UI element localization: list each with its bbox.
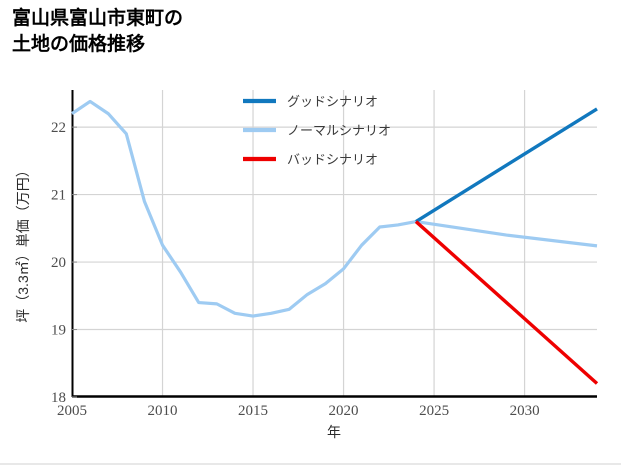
x-tick-label: 2015 [238,403,268,419]
x-tick-label: 2025 [419,403,449,419]
y-tick-label: 19 [51,323,66,339]
x-tick-label: 2005 [57,403,87,419]
legend-label: ノーマルシナリオ [287,123,391,138]
y-axis-title: 坪（3.3㎡）単価（万円） [15,163,31,322]
x-axis-title: 年 [327,424,341,440]
page-title: 富山県富山市東町の 土地の価格推移 [12,8,184,55]
legend-label: バッドシナリオ [287,152,378,167]
series-line-normal [71,99,598,318]
series-line-bad [414,220,599,385]
y-tick-label: 20 [51,255,66,271]
gridlines [72,90,597,397]
y-tick-label: 22 [51,120,66,136]
y-tick-label: 21 [51,188,66,204]
series-lines [71,99,599,385]
series-line-good [415,107,598,224]
x-tick-label: 2030 [510,403,540,419]
y-tick-label: 18 [51,390,66,406]
x-tick-label: 2020 [329,403,359,419]
y-axis-ticks: 18 19 20 21 22 [51,120,77,406]
plot-axes [71,90,597,398]
x-tick-label: 2010 [148,403,178,419]
legend-label: グッドシナリオ [287,94,378,109]
x-axis-ticks: 2005 2010 2015 2020 2025 2030 [57,403,540,419]
